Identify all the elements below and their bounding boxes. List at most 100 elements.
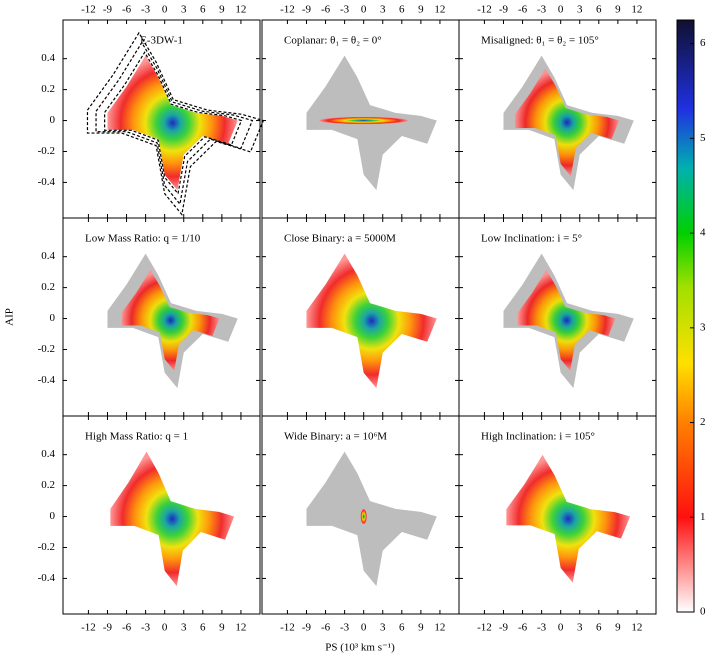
density-map: [514, 68, 620, 177]
x-tick-label: 9: [219, 4, 225, 16]
x-tick-label: 6: [200, 4, 206, 16]
x-tick-label: 3: [577, 4, 583, 16]
x-tick-label: -3: [537, 4, 547, 16]
panel: High Inclination: i = 105° -12 -9 -6 -3 0 3 6 9 1…: [458, 415, 657, 634]
y-tick-label: 0.4: [41, 448, 55, 460]
x-tick-label: -12: [81, 4, 96, 16]
x-tick-label: 12: [235, 4, 246, 16]
panel: Close Binary: a = 5000M: [261, 217, 460, 417]
x-tick-label: -12: [81, 622, 96, 634]
x-tick-label: -9: [499, 4, 509, 16]
x-tick-label: -12: [477, 622, 492, 634]
colorbar-tick-label: 0: [700, 606, 706, 618]
contour: [104, 51, 243, 196]
panel: E-3DW-1 -12 -9 -6 -3 0 3 6 9 12 -0.4 -0.2 0 0.2 0.4: [38, 4, 265, 219]
density-map: [517, 269, 616, 371]
x-tick-label: -3: [141, 4, 151, 16]
panel: Misaligned: θ₁ = θ₂ = 105° -12 -9 -6 -3 0 3 6 9 1…: [458, 4, 657, 219]
x-tick-label: -6: [321, 622, 331, 634]
x-tick-label: -9: [302, 622, 312, 634]
x-tick-label: -6: [122, 4, 132, 16]
x-tick-label: 3: [181, 622, 187, 634]
x-tick-label: -3: [141, 622, 151, 634]
panel: Coplanar: θ₁ = θ₂ = 0° -12 -9 -6 -3 0 3 6 9 12: [261, 4, 460, 219]
y-tick-label: -0.2: [38, 343, 55, 355]
colorbar-tick-label: 1: [700, 511, 706, 523]
x-tick-label: -6: [321, 4, 331, 16]
x-tick-label: 12: [631, 4, 642, 16]
x-tick-label: 0: [162, 4, 168, 16]
x-tick-label: 9: [615, 622, 621, 634]
density-map: [306, 253, 437, 389]
colorbar: [676, 19, 695, 613]
background-distribution: [306, 451, 437, 587]
x-tick-label: 9: [418, 622, 424, 634]
y-tick-label: -0.2: [38, 541, 55, 553]
x-tick-label: -12: [477, 4, 492, 16]
panel-title: High Inclination: i = 105°: [481, 431, 595, 443]
y-tick-label: -0.2: [38, 145, 55, 157]
contour: [86, 31, 265, 216]
y-tick-label: 0: [50, 510, 56, 522]
density-map: [319, 116, 409, 125]
x-tick-label: 0: [361, 622, 367, 634]
panel-title: Low Inclination: i = 5°: [481, 233, 582, 245]
y-tick-label: 0.2: [41, 83, 55, 95]
panel-title: Close Binary: a = 5000M: [284, 233, 396, 245]
y-tick-label: 0: [50, 114, 56, 126]
panel-title: High Mass Ratio: q = 1: [85, 431, 188, 443]
colorbar-tick-label: 2: [700, 416, 706, 428]
x-tick-label: -12: [280, 622, 295, 634]
y-axis-label: AIP: [4, 308, 16, 326]
density-map: [107, 55, 238, 191]
colorbar-tick-label: 5: [700, 132, 706, 144]
y-tick-label: -0.4: [38, 374, 56, 386]
panel-title: Wide Binary: a = 10⁶M: [284, 431, 387, 443]
x-tick-label: 12: [631, 622, 642, 634]
y-tick-label: 0.2: [41, 281, 55, 293]
x-tick-label: -9: [103, 622, 113, 634]
x-tick-label: 6: [399, 622, 405, 634]
panel: Wide Binary: a = 10⁶M -12 -9 -6 -3 0 3 6 9 12: [261, 415, 460, 634]
x-tick-label: -9: [499, 622, 509, 634]
colorbar-tick-label: 4: [700, 227, 706, 239]
x-tick-label: 6: [200, 622, 206, 634]
x-tick-label: 0: [558, 622, 564, 634]
contour: [95, 41, 254, 206]
y-tick-label: 0.4: [41, 52, 55, 64]
density-map: [360, 508, 367, 525]
x-tick-label: 9: [418, 4, 424, 16]
x-tick-label: 9: [615, 4, 621, 16]
panel-title: E-3DW-1: [140, 35, 183, 47]
x-tick-label: 3: [577, 622, 583, 634]
density-map: [506, 454, 631, 583]
x-tick-label: 0: [162, 622, 168, 634]
x-tick-label: -6: [518, 622, 528, 634]
colorbar-tick-label: 3: [700, 321, 706, 333]
panel-title: Low Mass Ratio: q = 1/10: [85, 233, 201, 245]
x-tick-label: 6: [596, 4, 602, 16]
x-tick-label: 0: [361, 4, 367, 16]
panel-title: Coplanar: θ₁ = θ₂ = 0°: [284, 35, 382, 47]
panel-frame: [458, 415, 657, 615]
x-tick-label: -3: [537, 622, 547, 634]
x-tick-label: -3: [340, 622, 350, 634]
x-tick-label: -6: [122, 622, 132, 634]
x-axis-label: PS (10³ km s⁻¹): [325, 642, 395, 654]
panel: High Mass Ratio: q = 1 -12 -9 -6 -3 0 3 6 9 12 -0.…: [38, 415, 261, 634]
y-tick-label: 0.2: [41, 479, 55, 491]
x-tick-label: 3: [380, 4, 386, 16]
y-tick-label: -0.4: [38, 572, 56, 584]
colorbar-tick-label: 6: [700, 37, 706, 49]
y-tick-label: 0.4: [41, 250, 55, 262]
x-tick-label: 12: [235, 622, 246, 634]
y-tick-label: 0: [50, 312, 56, 324]
x-tick-label: -3: [340, 4, 350, 16]
x-tick-label: -9: [302, 4, 312, 16]
panel-title: Misaligned: θ₁ = θ₂ = 105°: [481, 35, 599, 47]
x-tick-label: 9: [219, 622, 225, 634]
x-tick-label: -9: [103, 4, 113, 16]
x-tick-label: 3: [181, 4, 187, 16]
x-tick-label: 3: [380, 622, 386, 634]
